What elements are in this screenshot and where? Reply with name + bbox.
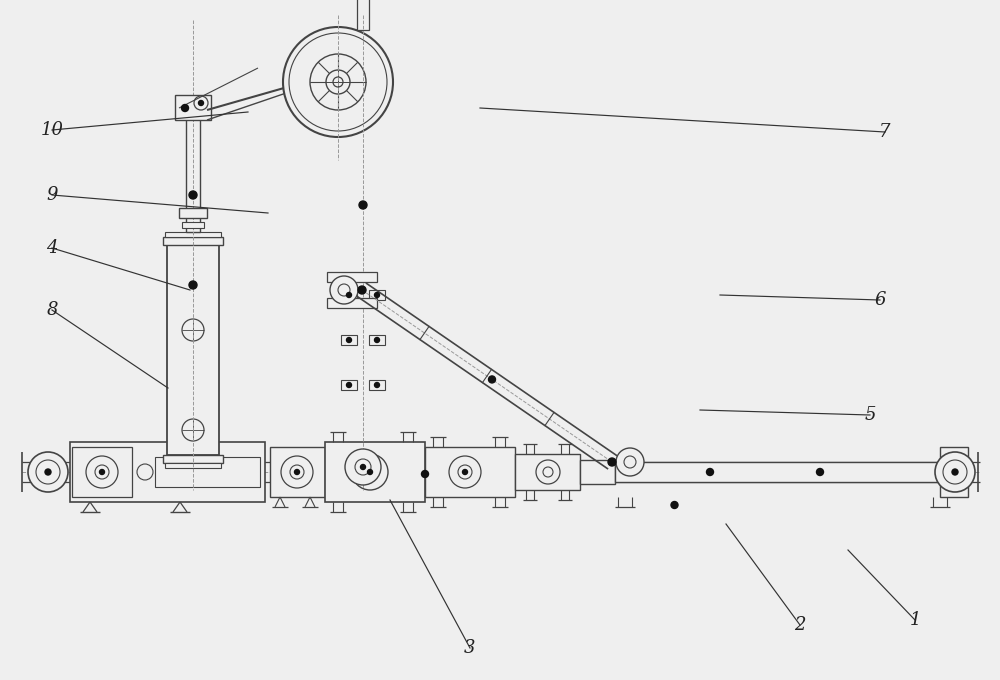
Circle shape (283, 27, 393, 137)
Bar (182, 222, 204, 228)
Circle shape (347, 292, 352, 298)
Circle shape (359, 201, 367, 209)
Circle shape (310, 54, 366, 110)
Bar (70, 442, 265, 502)
Circle shape (86, 456, 118, 488)
Text: 3: 3 (464, 639, 476, 657)
Circle shape (935, 452, 975, 492)
Bar (175, 95, 211, 120)
Bar (186, 97, 200, 232)
Text: 5: 5 (864, 406, 876, 424)
Bar (155, 457, 260, 487)
Circle shape (608, 458, 616, 466)
Text: 9: 9 (46, 186, 58, 204)
Circle shape (198, 101, 204, 105)
Circle shape (45, 469, 51, 475)
Text: 10: 10 (40, 121, 64, 139)
Circle shape (358, 286, 366, 294)
Circle shape (281, 456, 313, 488)
Circle shape (488, 376, 496, 383)
Bar (327, 298, 377, 308)
Circle shape (330, 276, 358, 304)
Circle shape (100, 469, 104, 475)
Circle shape (189, 191, 197, 199)
Circle shape (182, 105, 188, 112)
Circle shape (462, 469, 468, 475)
Bar (163, 237, 223, 245)
Text: 8: 8 (46, 301, 58, 319)
Text: 4: 4 (46, 239, 58, 257)
Bar (515, 454, 580, 490)
Circle shape (952, 469, 958, 475)
Bar (270, 447, 325, 497)
Bar (369, 290, 385, 300)
Bar (327, 272, 377, 282)
Bar (940, 447, 968, 497)
Bar (163, 455, 223, 463)
Circle shape (326, 70, 350, 94)
Circle shape (360, 464, 366, 469)
Text: 1: 1 (909, 611, 921, 629)
Bar (615, 462, 940, 482)
Bar (165, 463, 221, 468)
Circle shape (137, 464, 153, 480)
Bar (72, 447, 132, 497)
Circle shape (182, 319, 204, 341)
Circle shape (536, 460, 560, 484)
Circle shape (182, 419, 204, 441)
Bar (165, 232, 221, 237)
Circle shape (616, 448, 644, 476)
Circle shape (374, 382, 380, 388)
Circle shape (294, 469, 300, 475)
Bar (341, 290, 357, 300)
Circle shape (347, 337, 352, 343)
Circle shape (345, 449, 381, 485)
Circle shape (189, 281, 197, 289)
Circle shape (816, 469, 824, 475)
Bar (425, 447, 515, 497)
Circle shape (422, 471, 428, 477)
Circle shape (449, 456, 481, 488)
Bar (357, 0, 369, 30)
Bar (167, 245, 219, 455)
Text: 7: 7 (879, 123, 891, 141)
Bar (179, 208, 207, 218)
Circle shape (194, 96, 208, 110)
Circle shape (374, 292, 380, 298)
Circle shape (671, 502, 678, 509)
Text: 2: 2 (794, 616, 806, 634)
Circle shape (374, 337, 380, 343)
Circle shape (706, 469, 714, 475)
Bar (325, 442, 425, 502)
Circle shape (368, 469, 372, 475)
Circle shape (352, 454, 388, 490)
Bar (580, 460, 615, 484)
Bar (369, 380, 385, 390)
Circle shape (347, 382, 352, 388)
Circle shape (28, 452, 68, 492)
Text: 6: 6 (874, 291, 886, 309)
Bar (369, 335, 385, 345)
Bar (341, 380, 357, 390)
Bar (341, 335, 357, 345)
